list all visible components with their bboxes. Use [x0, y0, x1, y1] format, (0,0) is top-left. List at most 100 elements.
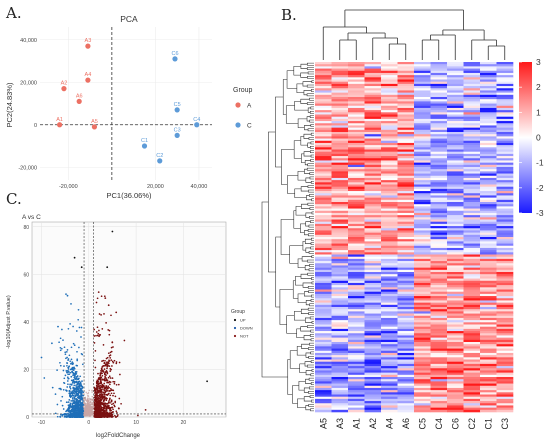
heatmap-cell — [315, 398, 332, 402]
heatmap-cell — [381, 81, 398, 85]
heatmap-cell — [315, 75, 332, 78]
heatmap-cell — [397, 156, 415, 159]
heatmap-cell — [348, 217, 365, 220]
heatmap-cell — [447, 208, 464, 212]
heatmap-cell — [447, 285, 464, 288]
heatmap-cell — [496, 381, 514, 384]
volcano-point — [98, 329, 100, 332]
heatmap-column-label: C2 — [467, 418, 477, 430]
heatmap-cell — [463, 269, 481, 273]
heatmap-cell — [315, 72, 332, 76]
heatmap-cell — [447, 195, 464, 198]
heatmap-cell — [364, 287, 382, 290]
volcano-point — [70, 303, 72, 305]
heatmap-cell — [414, 136, 431, 139]
heatmap-cell — [381, 64, 398, 67]
heatmap-cell — [364, 188, 382, 192]
heatmap-cell — [364, 302, 382, 306]
heatmap-cell — [364, 328, 382, 332]
heatmap-cell — [348, 136, 365, 139]
heatmap-cell — [414, 127, 431, 131]
heatmap-cell — [364, 125, 382, 128]
row-dendrogram-branch — [311, 237, 314, 241]
heatmap-cell — [348, 184, 365, 187]
row-dendrogram-branch — [311, 277, 314, 280]
heatmap-cell — [364, 258, 382, 262]
heatmap-cell — [381, 223, 398, 227]
volcano-point — [67, 412, 69, 415]
heatmap-cell — [414, 153, 431, 157]
heatmap-cell — [414, 86, 431, 89]
heatmap-cell — [331, 134, 349, 137]
heatmap-cell — [463, 247, 481, 251]
volcano-point — [108, 400, 110, 402]
volcano-point — [67, 368, 70, 370]
heatmap-cell — [315, 167, 332, 170]
heatmap-cell — [430, 396, 448, 400]
heatmap-cell — [331, 348, 349, 352]
heatmap-cell — [331, 72, 349, 76]
heatmap-cell — [315, 374, 332, 378]
volcano-point — [73, 344, 76, 347]
volcano-point — [92, 415, 94, 417]
heatmap-cell — [364, 383, 382, 387]
heatmap-cell — [463, 142, 481, 146]
heatmap-cell — [397, 287, 415, 290]
pca-legend: Group A C — [233, 87, 253, 130]
volcano-point — [73, 388, 76, 391]
heatmap-cell — [348, 396, 365, 400]
heatmap-cell — [331, 239, 349, 242]
heatmap-cell — [480, 86, 497, 89]
heatmap-cell — [414, 396, 431, 400]
volcano-legend-up-marker — [233, 318, 237, 322]
heatmap-cell — [381, 101, 398, 104]
heatmap-cell — [364, 377, 382, 380]
heatmap-cell — [414, 370, 431, 373]
heatmap-cell — [397, 328, 415, 332]
heatmap-cell — [496, 387, 514, 391]
heatmap-cell — [480, 145, 497, 148]
heatmap-cell — [315, 239, 332, 242]
heatmap-cell — [348, 169, 365, 172]
heatmap-cell — [315, 280, 332, 284]
volcano-point — [111, 341, 114, 343]
heatmap-cell — [463, 66, 481, 69]
heatmap-cell — [331, 215, 349, 218]
heatmap-cell — [447, 348, 464, 352]
heatmap-cell — [480, 169, 497, 172]
heatmap-cell — [496, 256, 514, 260]
heatmap-cell — [430, 368, 448, 371]
volcano-point — [71, 412, 74, 415]
heatmap-cell — [480, 167, 497, 170]
heatmap-cell — [480, 322, 497, 325]
heatmap-cell — [447, 156, 464, 159]
heatmap-cell — [397, 274, 415, 277]
heatmap-cell — [397, 315, 415, 319]
volcano-y-tick-label: 20 — [23, 367, 29, 373]
heatmap-cell — [381, 173, 398, 177]
heatmap-cell — [430, 252, 448, 255]
heatmap-cell — [480, 177, 497, 181]
heatmap-cell — [331, 377, 349, 380]
heatmap-cell — [364, 114, 382, 117]
heatmap-cell — [480, 383, 497, 387]
heatmap-cell — [315, 267, 332, 271]
volcano-point — [62, 339, 64, 341]
heatmap-cell — [447, 92, 464, 96]
heatmap-cell — [447, 250, 464, 253]
heatmap-cell — [331, 267, 349, 271]
heatmap-cell — [397, 212, 415, 216]
heatmap-cell — [463, 169, 481, 172]
heatmap-cell — [397, 377, 415, 380]
heatmap-cell — [397, 217, 415, 220]
heatmap-cell — [480, 64, 497, 67]
volcano-point — [107, 304, 110, 307]
heatmap-cell — [315, 171, 332, 174]
heatmap-cell — [414, 315, 431, 319]
heatmap-cell — [447, 335, 464, 338]
row-dendrogram-branch — [300, 72, 309, 78]
heatmap-cell — [430, 293, 448, 297]
pca-legend-c-label: C — [247, 123, 252, 130]
volcano-point — [113, 392, 115, 395]
heatmap-cell — [397, 129, 415, 133]
